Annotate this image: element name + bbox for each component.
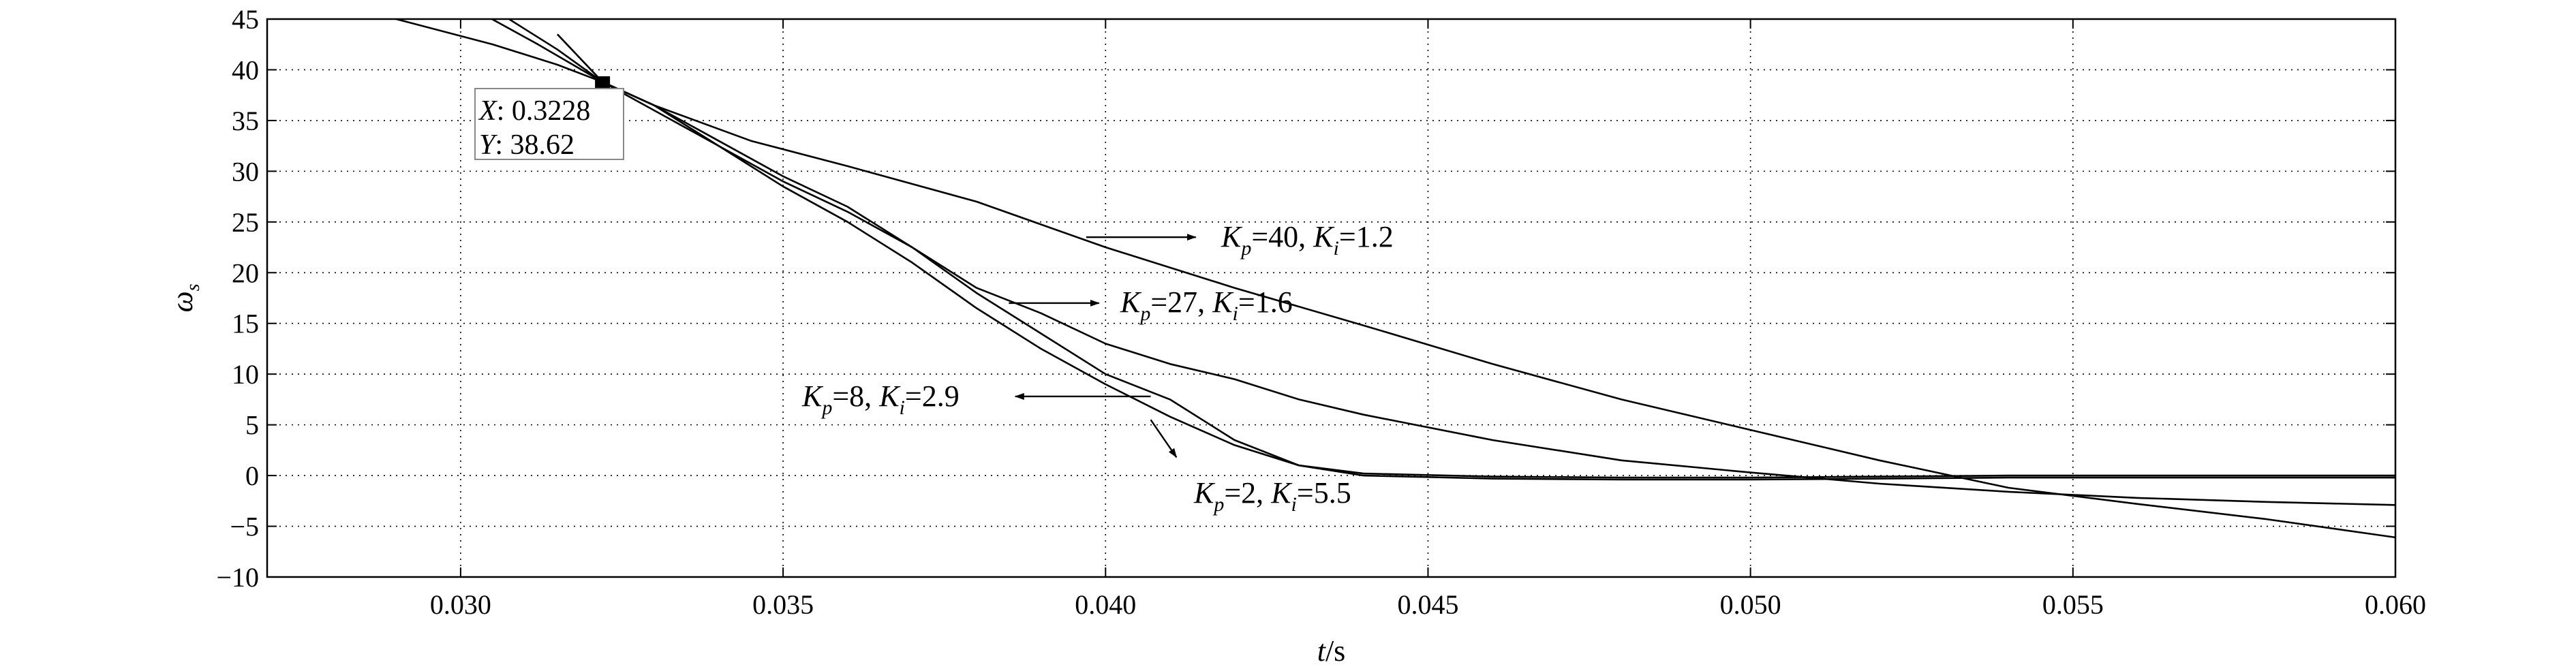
y-tick-label: 0	[245, 461, 259, 491]
series-line	[395, 19, 2395, 479]
y-tick-label: 25	[232, 207, 259, 238]
plot-frame	[266, 18, 2397, 578]
y-tick-label: 30	[232, 156, 259, 187]
x-tick-label: 0.060	[2365, 589, 2426, 620]
x-tick-label: 0.055	[2042, 589, 2104, 620]
x-tick-label: 0.030	[430, 589, 491, 620]
annotation-arrow	[1150, 419, 1178, 458]
y-tick-label: 15	[232, 309, 259, 339]
axis-ticks: 0.030 0.035 0.040 0.045 0.050 0.055 0.060 −10 −5…	[216, 4, 2426, 620]
y-tick-label: 40	[232, 54, 259, 85]
x-axis-label: t/s	[1317, 634, 1346, 668]
datatip-box	[474, 88, 624, 160]
y-axis-label: ωs	[166, 283, 204, 312]
annotation-label: Kp=8, Ki=2.9	[801, 379, 960, 419]
y-tick-label: 10	[232, 359, 259, 390]
series-line	[490, 19, 2395, 539]
y-tick-label: −10	[216, 562, 259, 593]
y-tick-label: 20	[232, 258, 259, 288]
y-tick-label: 35	[232, 106, 259, 136]
x-tick-label: 0.040	[1075, 589, 1136, 620]
y-tick-label: 45	[232, 4, 259, 35]
y-tick-label: 5	[245, 410, 259, 441]
series-line	[507, 19, 2395, 506]
y-tick-label: −5	[230, 512, 259, 542]
annotation-label: Kp=40, Ki=1.2	[1221, 220, 1394, 260]
datatip-x: X: 0.3228	[478, 95, 590, 127]
annotation-label: Kp=27, Ki=1.6	[1120, 285, 1293, 325]
annotation-label: Kp=2, Ki=5.5	[1193, 476, 1351, 516]
x-tick-label: 0.045	[1397, 589, 1458, 620]
datatip-marker	[595, 76, 611, 92]
series-line	[556, 33, 2395, 481]
x-tick-label: 0.035	[752, 589, 814, 620]
annotations: Kp=40, Ki=1.2 Kp=27, Ki=1.6 Kp=8, Ki=2.9 Kp…	[801, 220, 1394, 516]
x-tick-label: 0.050	[1720, 589, 1781, 620]
series-group	[395, 19, 2395, 539]
datatip-y: Y: 38.62	[479, 129, 574, 161]
